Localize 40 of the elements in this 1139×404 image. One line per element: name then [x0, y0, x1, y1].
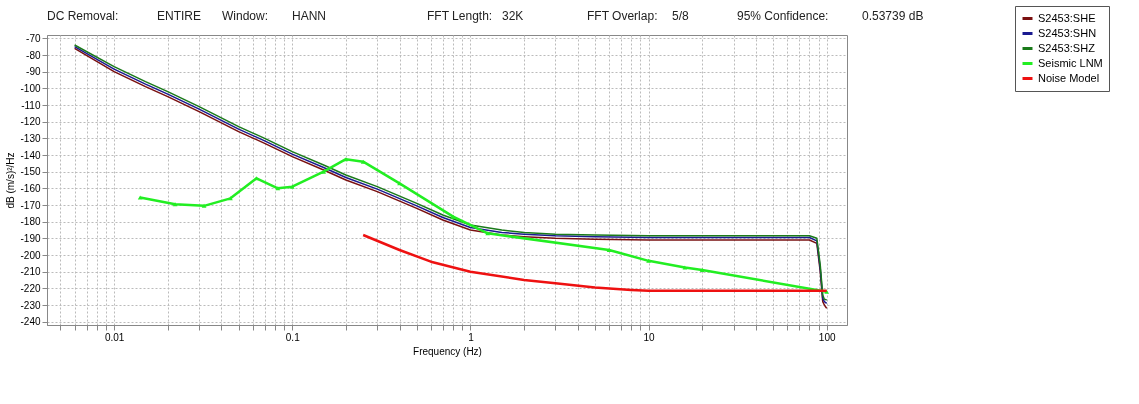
- text: 5/8: [672, 9, 690, 23]
- y-tick-label: -230: [20, 299, 41, 311]
- x-tick-label: 0.01: [104, 331, 125, 343]
- text: Window:: [222, 9, 269, 23]
- legend-label: S2453:SHE: [1038, 11, 1096, 24]
- text: 95% Confidence:: [737, 9, 829, 23]
- y-tick-label: -120: [20, 116, 41, 128]
- legend-label: Seismic LNM: [1038, 56, 1103, 69]
- legend-label: S2453:SHZ: [1038, 41, 1096, 54]
- text: 0.53739 dB: [862, 9, 924, 23]
- text: HANN: [292, 9, 327, 23]
- y-tick-label: -100: [20, 82, 41, 94]
- y-tick-label: -180: [20, 216, 41, 228]
- y-tick-label: -240: [20, 316, 41, 328]
- y-axis-title: dB (m/s)²/Hz: [5, 152, 17, 209]
- y-tick-label: -150: [20, 166, 41, 178]
- y-tick-label: -70: [26, 32, 41, 44]
- x-tick-label: 1: [468, 331, 475, 343]
- legend-label: S2453:SHN: [1038, 26, 1097, 39]
- y-tick-label: -80: [26, 49, 41, 61]
- y-tick-label: -110: [21, 99, 41, 111]
- text: FFT Overlap:: [587, 9, 658, 23]
- y-tick-label: -200: [20, 249, 41, 261]
- y-tick-label: -90: [26, 66, 41, 78]
- legend-label: Noise Model: [1038, 71, 1100, 84]
- y-tick-label: -130: [20, 132, 41, 144]
- x-axis-title: Frequency (Hz): [413, 345, 482, 357]
- text: DC Removal:: [47, 9, 119, 23]
- text: FFT Length:: [427, 9, 493, 23]
- x-tick-label: 100: [818, 331, 836, 343]
- y-tick-label: -210: [20, 266, 41, 278]
- y-tick-label: -140: [20, 149, 41, 161]
- text: ENTIRE: [157, 9, 202, 23]
- x-tick-label: 0.1: [285, 331, 301, 343]
- text: 32K: [502, 9, 524, 23]
- x-tick-label: 10: [643, 331, 656, 343]
- y-tick-label: -160: [20, 182, 41, 194]
- y-tick-label: -190: [20, 232, 41, 244]
- y-tick-label: -220: [20, 282, 41, 294]
- y-tick-label: -170: [20, 199, 41, 211]
